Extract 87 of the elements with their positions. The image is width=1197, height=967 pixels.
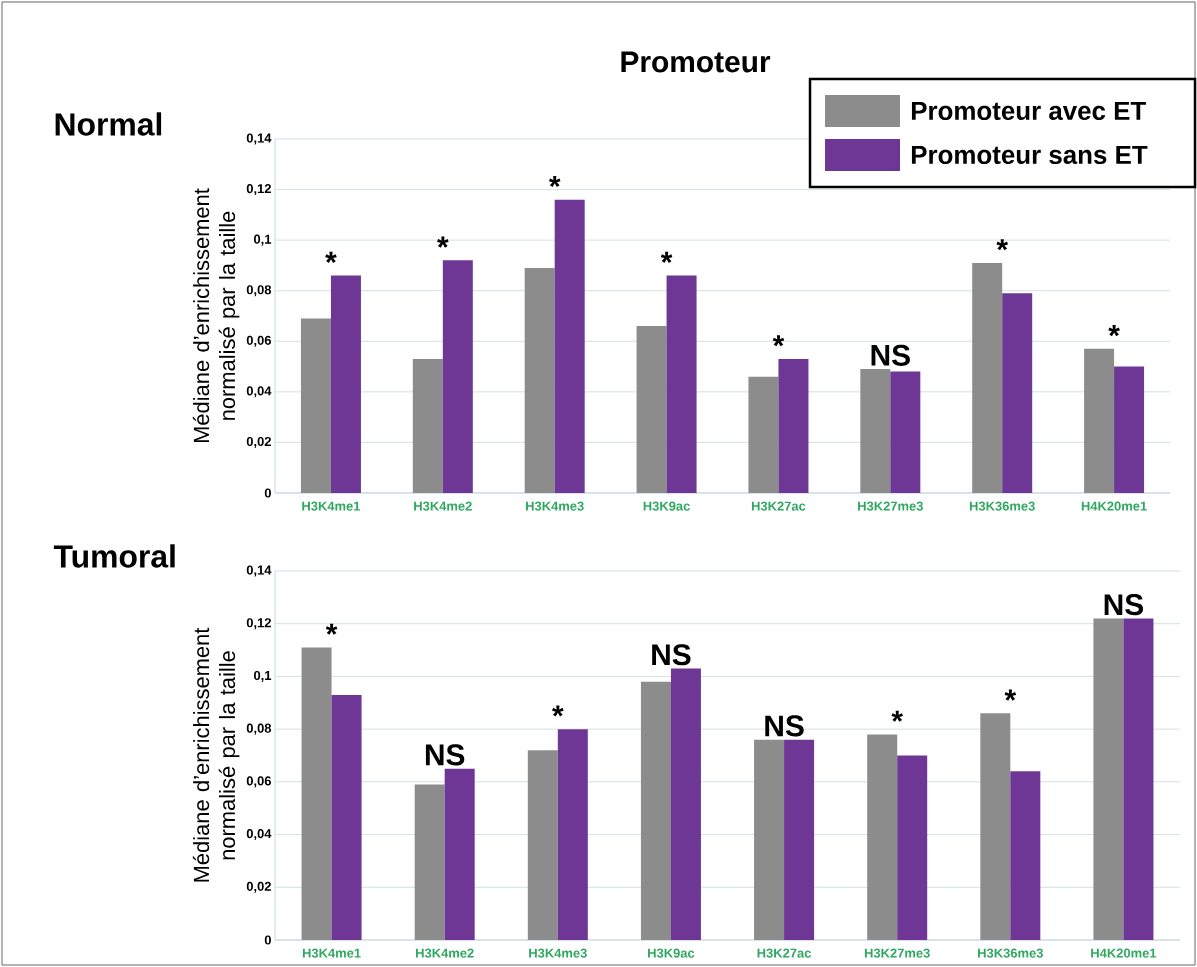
bar [1084,348,1115,493]
y-axis-title: Médiane d’enrichissement normalisé par la taille [192,627,240,882]
y-tick-label: 0,06 [246,776,272,788]
bar [527,750,558,940]
bar [300,318,331,493]
bar [1114,366,1145,493]
annotation: * [325,623,338,635]
annotation: * [552,705,564,717]
bar [980,713,1011,940]
x-tick-label: H3K4me1 [302,501,361,511]
bar [972,262,1003,493]
x-tick-label: H3K36me3 [969,501,1035,511]
annotation: NS [765,715,804,737]
annotation: * [996,239,1008,251]
annotation: NS [871,344,910,366]
y-tick-label: 0,1 [253,234,272,246]
annotation: NS [652,644,691,666]
y-tick-label: 0 [264,488,271,498]
chart-title: Promoteur [621,51,771,73]
bar [754,739,785,940]
bar [331,694,362,940]
y-tick-label: 0,04 [246,386,272,398]
x-tick-label: H3K36me3 [978,948,1043,958]
y-axis-title: Médiane d’enrichissement normalisé par la taille [192,188,240,443]
bar [330,275,361,493]
bar [1002,293,1033,493]
y-tick-label: 0,08 [246,285,272,297]
annotation: * [660,251,673,263]
y-tick-label: 0,02 [246,881,271,893]
bar [860,369,891,493]
y-tick-label: 0,06 [246,335,272,347]
bar [412,358,443,493]
y-tick-label: 0,04 [246,829,272,841]
bar [666,275,697,493]
chart-subtitle: Normal [55,112,162,136]
bar [1093,618,1124,940]
x-tick-label: H3K27me3 [864,948,930,958]
annotation: * [325,251,337,263]
annotation: * [772,335,785,347]
x-tick-label: H3K9ac [643,501,690,511]
y-tick-label: 0 [264,935,271,945]
annotation: NS [425,744,465,766]
x-tick-label: H3K4me2 [414,501,472,511]
bar [301,647,332,940]
y-tick-label: 0,12 [246,184,271,196]
bar [557,729,588,940]
x-tick-label: H3K4me2 [416,948,474,958]
bar [1123,618,1154,940]
bar [670,668,701,940]
legend-label: Promoteur sans ET [911,145,1148,165]
chart-subtitle: Tumoral [53,544,175,568]
x-tick-label: H4K20me1 [1091,948,1157,958]
bar [748,376,779,493]
annotation: * [548,175,561,188]
bar [442,260,473,493]
x-tick-label: H3K4me3 [526,501,584,511]
legend-label: Promoteur avec ET [911,101,1146,121]
bar [784,739,815,940]
y-tick-label: 0,02 [246,436,271,448]
x-tick-label: H3K4me3 [529,948,587,958]
bar [1010,771,1041,940]
y-tick-label: 0,08 [246,723,272,735]
x-tick-label: H3K4me1 [302,948,361,958]
bar [867,734,898,940]
bar [414,784,445,940]
y-tick-label: 0,12 [246,618,271,630]
annotation: * [1108,325,1120,337]
bar [897,755,928,940]
bar [640,681,671,940]
annotation: * [1004,689,1017,701]
x-tick-label: H3K27ac [757,948,812,958]
bar [444,768,475,940]
bar [890,371,921,493]
bar [524,267,555,493]
y-tick-label: 0,14 [246,133,272,145]
y-tick-label: 0,14 [246,565,272,577]
bar [636,326,667,493]
annotation: * [437,236,449,248]
x-tick-label: H3K27ac [751,501,806,511]
x-tick-label: H3K9ac [648,948,695,958]
annotation: * [891,710,903,722]
bar [778,358,809,493]
x-tick-label: H3K27me3 [858,501,923,511]
annotation: NS [1104,594,1144,616]
x-tick-label: H4K20me1 [1081,501,1147,511]
y-tick-label: 0,1 [253,670,272,682]
bar [554,199,585,493]
